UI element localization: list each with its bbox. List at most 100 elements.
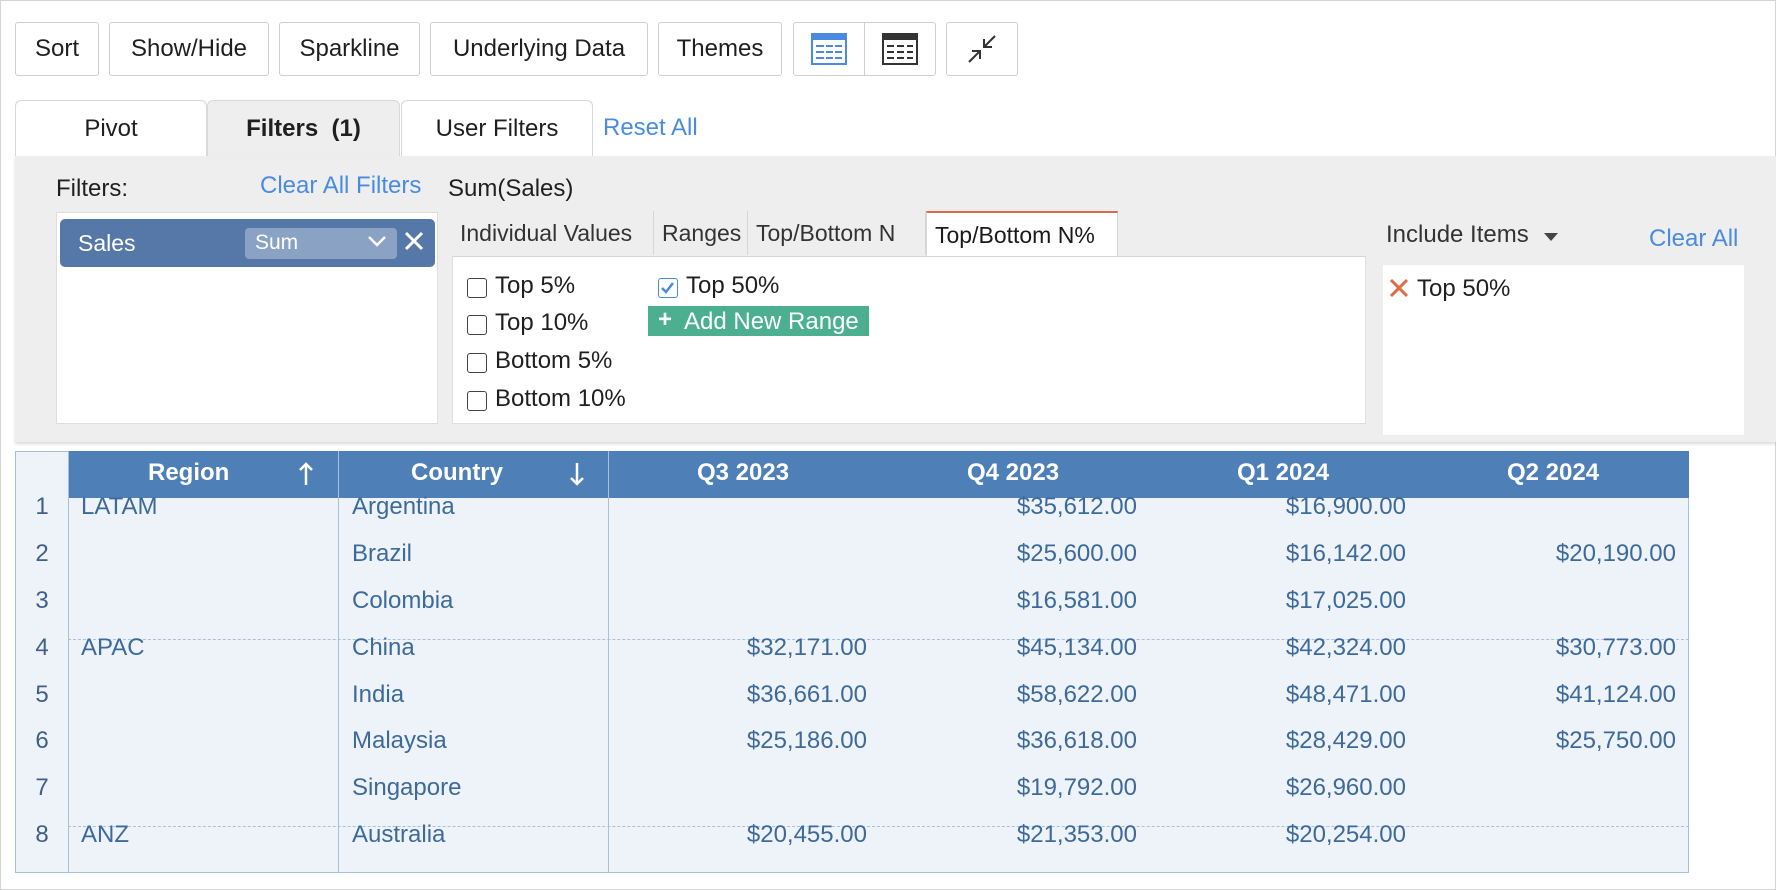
country-cell: Argentina xyxy=(352,493,455,520)
tab-filters-label: Filters xyxy=(246,114,319,142)
plus-icon: + xyxy=(658,306,673,333)
underlying-data-button[interactable]: Underlying Data xyxy=(430,22,648,76)
q3-2023-cell: $20,455.00 xyxy=(746,821,867,848)
q2-2024-cell: $41,124.00 xyxy=(1555,681,1676,708)
row-number: 2 xyxy=(35,540,49,567)
sparkline-button[interactable]: Sparkline xyxy=(279,22,420,76)
option-top-50-label: Top 50% xyxy=(686,272,780,299)
table-view-icon xyxy=(811,33,847,65)
tabular-layout-icon xyxy=(882,33,918,65)
caret-down-icon xyxy=(1544,233,1559,241)
q4-2023-cell: $45,134.00 xyxy=(1016,634,1137,661)
aggregate-value: Sum xyxy=(255,231,299,254)
q3-2023-cell: $25,186.00 xyxy=(746,727,867,754)
include-items-dropdown[interactable]: Include Items xyxy=(1386,221,1559,249)
collapse-button[interactable] xyxy=(946,22,1018,76)
add-new-range-button[interactable]: + Add New Range xyxy=(648,306,869,336)
q1-2024-cell: $26,960.00 xyxy=(1285,774,1406,801)
q1-2024-cell: $48,471.00 xyxy=(1285,681,1406,708)
q1-2024-cell: $42,324.00 xyxy=(1285,634,1406,661)
tab-filters[interactable]: Filters (1) xyxy=(207,100,400,156)
include-items-label: Include Items xyxy=(1386,221,1529,248)
q3-2023-cell: $36,661.00 xyxy=(746,681,867,708)
row-number: 5 xyxy=(35,681,49,708)
q4-2023-cell: $19,792.00 xyxy=(1016,774,1137,801)
region-cell: APAC xyxy=(81,634,145,661)
filter-chip-sales[interactable]: Sales Sum xyxy=(60,219,435,267)
options-box xyxy=(452,256,1366,424)
option-top-5-label: Top 5% xyxy=(495,272,576,299)
row-number: 3 xyxy=(35,587,49,614)
row-number: 7 xyxy=(35,774,49,801)
chevron-down-icon xyxy=(368,236,386,247)
add-new-range-label: Add New Range xyxy=(684,308,859,335)
subtab-top-bottom-n-percent[interactable]: Top/Bottom N% xyxy=(926,211,1118,257)
row-number: 1 xyxy=(35,493,49,520)
q4-2023-cell: $25,600.00 xyxy=(1016,540,1137,567)
region-cell: LATAM xyxy=(81,493,158,520)
region-cell: ANZ xyxy=(81,821,129,848)
subtab-ranges[interactable]: Ranges xyxy=(654,211,748,255)
tab-pivot[interactable]: Pivot xyxy=(15,100,207,156)
q2-2024-cell: $30,773.00 xyxy=(1555,634,1676,661)
sort-descending-icon[interactable] xyxy=(568,461,586,487)
country-cell: India xyxy=(352,681,405,708)
q4-2023-cell: $58,622.00 xyxy=(1016,681,1137,708)
checkbox-top-5[interactable] xyxy=(467,278,487,298)
filters-label: Filters: xyxy=(56,175,128,202)
sort-button[interactable]: Sort xyxy=(15,22,99,76)
checkbox-top-50[interactable] xyxy=(658,278,678,298)
q1-2024-cell: $20,254.00 xyxy=(1285,821,1406,848)
pivot-table xyxy=(15,451,1689,873)
reset-all-link[interactable]: Reset All xyxy=(603,114,698,141)
checkbox-bottom-5[interactable] xyxy=(467,353,487,373)
q4-2023-cell: $36,618.00 xyxy=(1016,727,1137,754)
clear-all-link[interactable]: Clear All xyxy=(1649,225,1739,252)
subtab-top-bottom-n[interactable]: Top/Bottom N xyxy=(748,211,926,255)
q4-2023-cell: $35,612.00 xyxy=(1016,493,1137,520)
checkbox-top-10[interactable] xyxy=(467,315,487,335)
q2-2024-cell: $25,750.00 xyxy=(1555,727,1676,754)
country-cell: Australia xyxy=(352,821,446,848)
included-item-label: Top 50% xyxy=(1417,275,1511,302)
collapse-icon xyxy=(968,35,996,63)
row-number: 8 xyxy=(35,821,49,848)
remove-filter-icon[interactable] xyxy=(403,230,425,252)
sort-ascending-icon[interactable] xyxy=(297,461,315,487)
option-bottom-5-label: Bottom 5% xyxy=(495,347,613,374)
header-country[interactable]: Country xyxy=(411,459,503,486)
tab-filters-count: (1) xyxy=(331,114,361,142)
option-top-10-label: Top 10% xyxy=(495,309,589,336)
q2-2024-cell: $20,190.00 xyxy=(1555,540,1676,567)
country-cell: Malaysia xyxy=(352,727,447,754)
country-cell: China xyxy=(352,634,415,661)
themes-button[interactable]: Themes xyxy=(658,22,782,76)
checkmark-icon xyxy=(661,282,674,294)
country-cell: Singapore xyxy=(352,774,462,801)
clear-all-filters-link[interactable]: Clear All Filters xyxy=(260,172,422,199)
row-number: 4 xyxy=(35,634,49,661)
header-q2-2024[interactable]: Q2 2024 xyxy=(1507,459,1600,486)
header-q3-2023[interactable]: Q3 2023 xyxy=(697,459,790,486)
chip-field-label: Sales xyxy=(78,230,136,256)
included-items-box xyxy=(1383,265,1744,435)
q1-2024-cell: $28,429.00 xyxy=(1285,727,1406,754)
option-bottom-10-label: Bottom 10% xyxy=(495,385,626,412)
header-q1-2024[interactable]: Q1 2024 xyxy=(1237,459,1330,486)
q1-2024-cell: $16,142.00 xyxy=(1285,540,1406,567)
header-q4-2023[interactable]: Q4 2023 xyxy=(967,459,1060,486)
table-view-button[interactable] xyxy=(793,22,865,76)
tabular-layout-button[interactable] xyxy=(864,22,936,76)
header-region[interactable]: Region xyxy=(148,459,230,486)
country-cell: Colombia xyxy=(352,587,454,614)
subtab-individual-values[interactable]: Individual Values xyxy=(452,211,654,255)
q3-2023-cell: $32,171.00 xyxy=(746,634,867,661)
aggregate-select[interactable]: Sum xyxy=(245,228,397,259)
checkbox-bottom-10[interactable] xyxy=(467,391,487,411)
row-number: 6 xyxy=(35,727,49,754)
country-cell: Brazil xyxy=(352,540,413,567)
q1-2024-cell: $17,025.00 xyxy=(1285,587,1406,614)
remove-item-icon[interactable] xyxy=(1389,278,1409,298)
tab-user-filters[interactable]: User Filters xyxy=(401,100,593,156)
show-hide-button[interactable]: Show/Hide xyxy=(109,22,269,76)
